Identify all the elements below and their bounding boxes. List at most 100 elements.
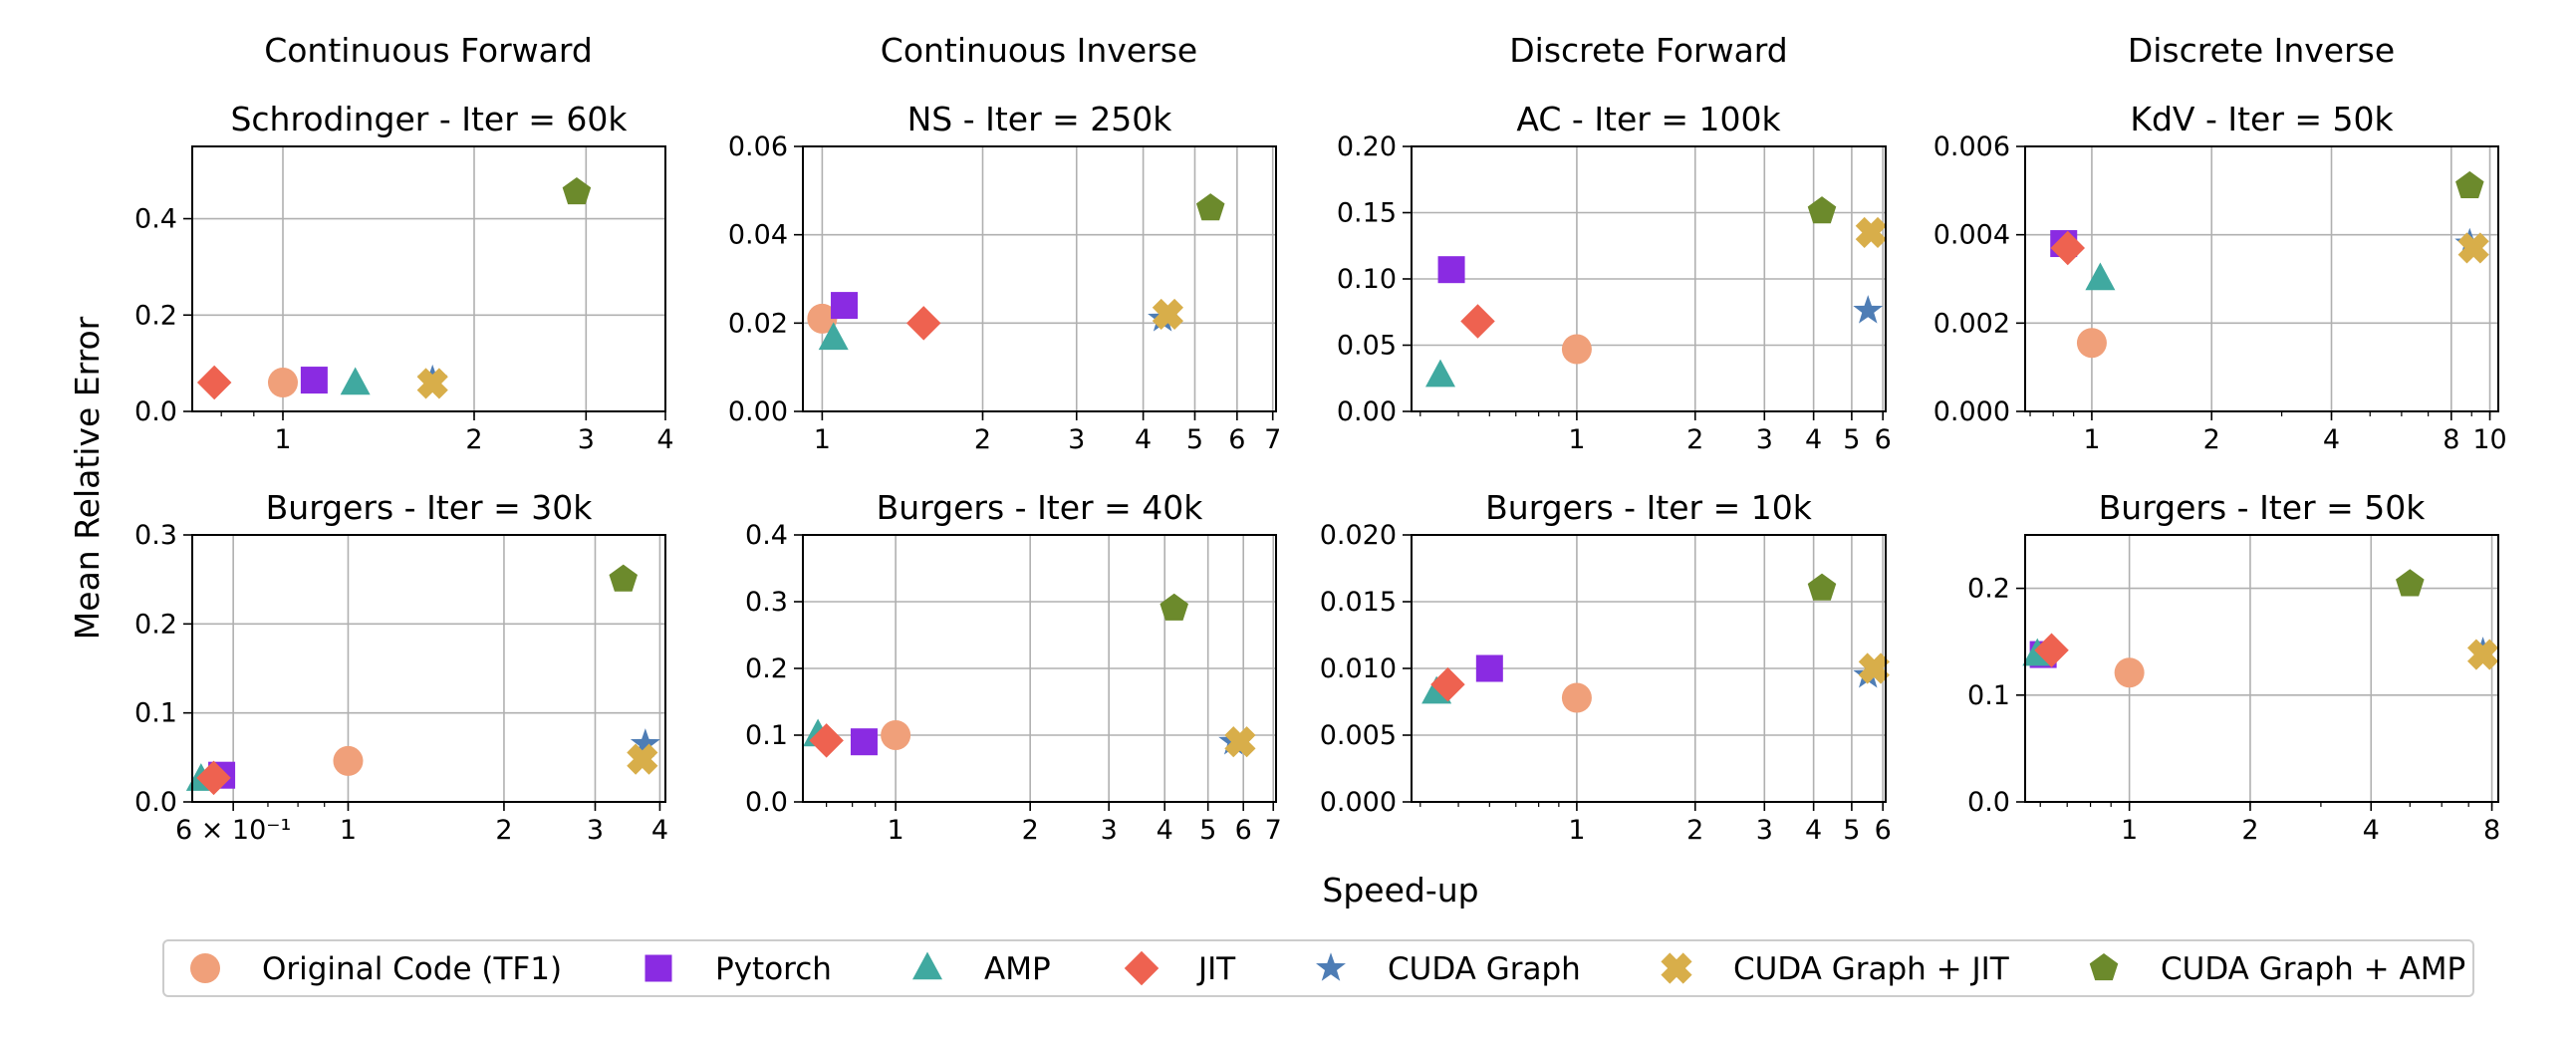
y-tick-label: 0.2 — [134, 300, 177, 331]
data-point-pytorch — [850, 728, 878, 756]
x-tick-label: 5 — [1199, 815, 1216, 846]
chart-panel-2: NS - Iter = 250k 1 2 3 4 5 6 7 0.00 0.02 0.04 0.06 — [728, 100, 1281, 455]
x-tick-label: 10 — [2472, 424, 2506, 455]
data-point-cgjit — [1855, 216, 1887, 249]
legend-marker-amp — [912, 951, 942, 980]
y-tick-label: 0.10 — [1337, 264, 1397, 295]
data-point-cgamp — [2396, 569, 2425, 597]
legend-label: Pytorch — [715, 951, 832, 987]
data-point-orig — [807, 303, 838, 334]
x-tick-label: 3 — [1068, 424, 1085, 455]
x-tick-label: 3 — [1756, 815, 1773, 846]
y-tick-label: 0.1 — [134, 698, 177, 729]
panel-frame — [802, 145, 1277, 412]
data-point-pytorch — [1475, 654, 1503, 682]
y-tick-label: 0.0 — [1967, 787, 2010, 818]
legend-label: CUDA Graph + AMP — [2161, 951, 2465, 987]
data-point-cg — [1853, 295, 1884, 324]
panel-title: Schrodinger - Iter = 60k — [230, 100, 628, 138]
y-tick-label: 0.015 — [1320, 587, 1397, 618]
x-tick-label: 2 — [974, 424, 991, 455]
y-tick-label: 0.2 — [745, 653, 788, 684]
y-tick-label: 0.04 — [728, 220, 788, 251]
panel-frame — [191, 145, 666, 412]
data-point-cgjit — [2457, 232, 2489, 264]
y-tick-label: 0.1 — [745, 720, 788, 751]
x-tick-label: 1 — [1568, 815, 1585, 846]
data-point-cgjit — [1858, 652, 1890, 684]
data-point-orig — [2114, 657, 2145, 688]
panel-title: NS - Iter = 250k — [907, 100, 1173, 138]
data-point-cgamp — [1807, 196, 1837, 224]
x-tick-label: 4 — [651, 815, 668, 846]
data-point-jit — [196, 365, 232, 400]
data-point-jit — [2050, 230, 2086, 266]
y-tick-label: 0.00 — [728, 396, 788, 427]
x-tick-label: 3 — [1101, 815, 1118, 846]
legend-marker-orig — [190, 953, 220, 983]
data-point-jit — [2034, 633, 2069, 668]
data-point-orig — [1561, 682, 1592, 713]
data-point-cgamp — [562, 176, 592, 205]
x-tick-label: 4 — [656, 424, 673, 455]
panel-frame — [2024, 534, 2499, 803]
data-point-amp — [2085, 262, 2116, 291]
legend-item-amp: AMP — [912, 951, 1051, 987]
chart-panel-8: Burgers - Iter = 50k 1 2 4 8 0.0 0.1 0.2 — [1967, 488, 2500, 846]
x-tick-label: 1 — [340, 815, 357, 846]
legend-item-pytorch: Pytorch — [644, 951, 832, 987]
x-tick-label: 3 — [1756, 424, 1773, 455]
panel-frame — [191, 534, 666, 803]
panel-frame — [802, 534, 1277, 803]
x-tick-label: 2 — [1686, 815, 1703, 846]
panel-title: AC - Iter = 100k — [1516, 100, 1781, 138]
chart-panel-5: Burgers - Iter = 30k 6 × 10⁻¹ 1 2 3 4 0.0 0.1 0.… — [134, 488, 668, 846]
y-tick-label: 0.15 — [1337, 198, 1397, 229]
legend-label: AMP — [984, 951, 1051, 987]
x-tick-label: 1 — [814, 424, 831, 455]
data-point-amp — [1424, 359, 1455, 388]
data-point-orig — [333, 745, 364, 776]
y-tick-label: 0.0 — [134, 787, 177, 818]
panel-frame — [2024, 145, 2499, 412]
x-tick-label: 8 — [2483, 815, 2500, 846]
x-tick-label: 2 — [2241, 815, 2258, 846]
legend-frame — [162, 939, 2474, 997]
legend-item-cgjit: CUDA Graph + JIT — [1661, 951, 2010, 987]
data-point-orig — [1561, 334, 1592, 365]
x-tick-label: 8 — [2443, 424, 2459, 455]
x-tick-label: 4 — [1805, 424, 1822, 455]
data-point-jit — [1460, 304, 1495, 339]
y-tick-label: 0.0 — [745, 787, 788, 818]
y-tick-label: 0.006 — [1933, 131, 2010, 162]
x-tick-label: 6 — [1235, 815, 1252, 846]
x-tick-label: 5 — [1843, 815, 1860, 846]
x-tick-label: 1 — [274, 424, 291, 455]
y-tick-label: 0.005 — [1320, 720, 1397, 751]
x-tick-label: 4 — [1157, 815, 1173, 846]
chart-panel-6: Burgers - Iter = 40k 1 2 3 4 5 6 7 0.0 0.1 0.2 0.3 0… — [745, 488, 1282, 846]
x-axis-label: Speed-up — [1322, 871, 1478, 909]
x-tick-label: 7 — [1264, 424, 1281, 455]
data-point-cgjit — [416, 368, 448, 399]
y-tick-label: 0.002 — [1933, 308, 2010, 339]
chart-panel-7: Burgers - Iter = 10k 1 2 3 4 5 6 0.000 0.005 0.01… — [1320, 488, 1892, 846]
data-point-cgamp — [1159, 593, 1188, 621]
x-tick-label: 2 — [465, 424, 482, 455]
x-tick-label: 5 — [1186, 424, 1203, 455]
x-tick-label: 6 — [1228, 424, 1245, 455]
data-point-cgjit — [2466, 639, 2499, 670]
y-tick-label: 0.004 — [1933, 220, 2010, 251]
y-tick-label: 0.000 — [1320, 787, 1397, 818]
y-tick-label: 0.02 — [728, 308, 788, 339]
chart-panel-3: AC - Iter = 100k 1 2 3 4 5 6 0.00 0.05 0.10 0.15 0.… — [1337, 100, 1892, 455]
y-tick-label: 0.010 — [1320, 653, 1397, 684]
data-point-orig — [881, 720, 911, 750]
x-tick-label: 1 — [2121, 815, 2138, 846]
y-tick-label: 0.05 — [1337, 331, 1397, 362]
column-title-continuous-forward: Continuous Forward — [264, 31, 593, 70]
y-tick-label: 0.20 — [1337, 131, 1397, 162]
y-tick-label: 0.0 — [134, 396, 177, 427]
data-point-jit — [1430, 666, 1465, 702]
x-tick-label: 2 — [1022, 815, 1039, 846]
